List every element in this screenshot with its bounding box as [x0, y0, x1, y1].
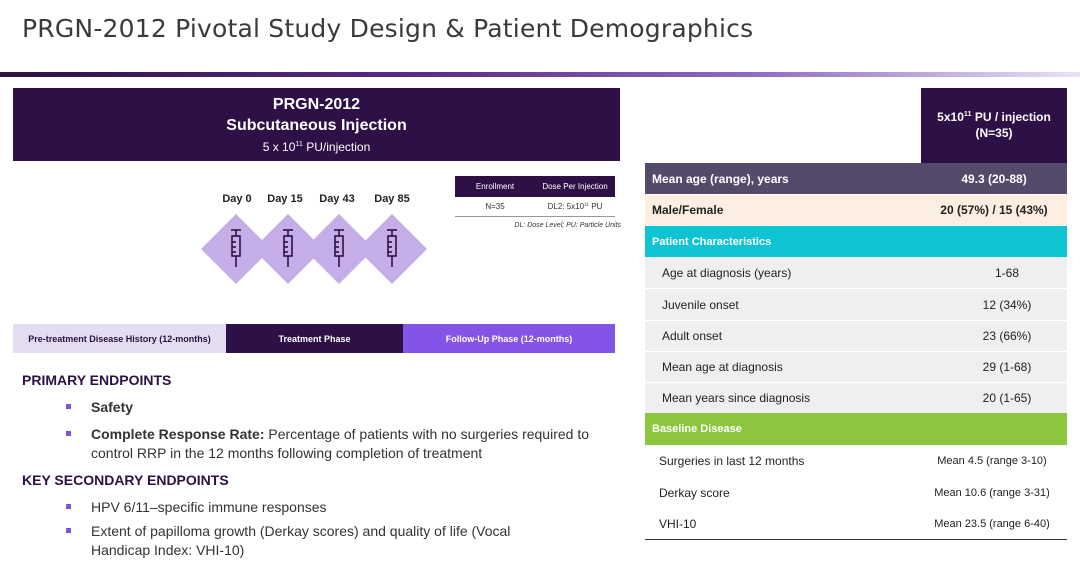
syringe-icon	[357, 214, 427, 284]
row-label: Derkay score	[659, 485, 730, 500]
secondary-endpoint-derkay: Extent of papilloma growth (Derkay score…	[91, 523, 511, 558]
enrollment-footnote: DL: Dose Level; PU: Particle Units	[514, 222, 621, 229]
row-label: Age at diagnosis (years)	[662, 265, 792, 280]
drug-header-block: PRGN-2012 Subcutaneous Injection 5 x 101…	[13, 88, 620, 161]
secondary-endpoint-immune: HPV 6/11–specific immune responses	[91, 499, 327, 515]
row-value: 29 (1-68)	[982, 360, 1032, 374]
title-divider	[0, 72, 1080, 77]
row-label: Mean age at diagnosis	[662, 360, 783, 374]
row-value: 12 (34%)	[982, 297, 1032, 312]
drug-name: PRGN-2012	[272, 96, 361, 113]
row-label: Mean years since diagnosis	[662, 391, 811, 405]
enrollment-n: N=35	[485, 202, 505, 211]
day-label: Day 15	[267, 193, 303, 205]
table-row: Derkay score Mean 10.6 (range 3-31)	[645, 477, 1067, 508]
bullet-icon	[66, 404, 71, 409]
row-label: Mean age (range), years	[652, 171, 789, 186]
table-row: VHI-10 Mean 23.5 (range 6-40)	[645, 508, 1067, 539]
bullet-icon	[66, 431, 71, 436]
table-row: Mean years since diagnosis 20 (1-65)	[645, 382, 1067, 413]
phase-follow-up: Follow-Up Phase (12-months)	[403, 324, 615, 353]
primary-endpoints-heading: PRIMARY ENDPOINTS	[22, 372, 172, 388]
slide-title: PRGN-2012 Pivotal Study Design & Patient…	[22, 14, 754, 43]
table-row: Juvenile onset 12 (34%)	[645, 288, 1067, 320]
table-bottom-border	[645, 539, 1067, 540]
secondary-endpoints-heading: KEY SECONDARY ENDPOINTS	[22, 472, 229, 488]
section-header-baseline-disease: Baseline Disease	[645, 413, 1067, 445]
row-value: 20 (57%) / 15 (43%)	[940, 203, 1048, 217]
phase-treatment: Treatment Phase	[226, 324, 403, 353]
row-value: Mean 10.6 (range 3-31)	[934, 486, 1050, 499]
syringe-icon	[253, 214, 323, 284]
row-value: 49.3 (20-88)	[961, 171, 1027, 186]
primary-endpoint-crr: Complete Response Rate: Percentage of pa…	[91, 426, 590, 461]
row-value: Mean 23.5 (range 6-40)	[934, 517, 1050, 530]
table-row: Mean age (range), years 49.3 (20-88)	[645, 163, 1067, 194]
row-label: Adult onset	[662, 329, 723, 343]
section-header-patient-characteristics: Patient Characteristics	[645, 225, 1067, 257]
table-row: Mean age at diagnosis 29 (1-68)	[645, 351, 1067, 382]
dose-header-cell: Dose Per Injection	[542, 182, 608, 191]
table-row: Male/Female 20 (57%) / 15 (43%)	[645, 194, 1067, 225]
enrollment-row: N=35 DL2: 5x1011 PU	[455, 197, 615, 217]
drug-route: Subcutaneous Injection	[226, 117, 407, 134]
day-label: Day 0	[222, 193, 252, 205]
bullet-icon	[66, 504, 71, 509]
syringe-icon	[304, 214, 374, 284]
drug-dose: 5 x 1011 PU/injection	[262, 139, 371, 154]
row-label: Surgeries in last 12 months	[659, 454, 805, 468]
table-row: Adult onset 23 (66%)	[645, 320, 1067, 351]
primary-endpoint-safety: Safety	[91, 399, 134, 415]
phase-pretreatment: Pre-treatment Disease History (12-months…	[13, 324, 226, 353]
column-header-dose: 5x1011 PU / injection	[937, 109, 1051, 124]
table-row: Age at diagnosis (years) 1-68	[645, 257, 1067, 288]
syringe-icon	[201, 214, 271, 284]
row-value: 20 (1-65)	[982, 391, 1032, 405]
table-column-header: 5x1011 PU / injection (N=35)	[921, 88, 1067, 163]
table-row: Surgeries in last 12 months Mean 4.5 (ra…	[645, 445, 1067, 477]
row-value: Mean 4.5 (range 3-10)	[937, 455, 1047, 467]
enrollment-header: Enrollment Dose Per Injection	[455, 176, 615, 197]
enrollment-dose: DL2: 5x1011 PU	[547, 202, 603, 211]
row-label: Male/Female	[652, 203, 724, 217]
column-header-n: (N=35)	[975, 126, 1013, 140]
bullet-icon	[66, 528, 71, 533]
enrollment-table: Enrollment Dose Per Injection N=35 DL2: …	[455, 176, 615, 217]
day-label: Day 85	[374, 193, 410, 205]
day-label: Day 43	[319, 193, 355, 205]
row-label: VHI-10	[659, 516, 697, 531]
row-value: 23 (66%)	[982, 329, 1032, 343]
row-label: Juvenile onset	[662, 297, 739, 312]
enrollment-header-cell: Enrollment	[475, 182, 515, 191]
row-value: 1-68	[994, 265, 1020, 280]
